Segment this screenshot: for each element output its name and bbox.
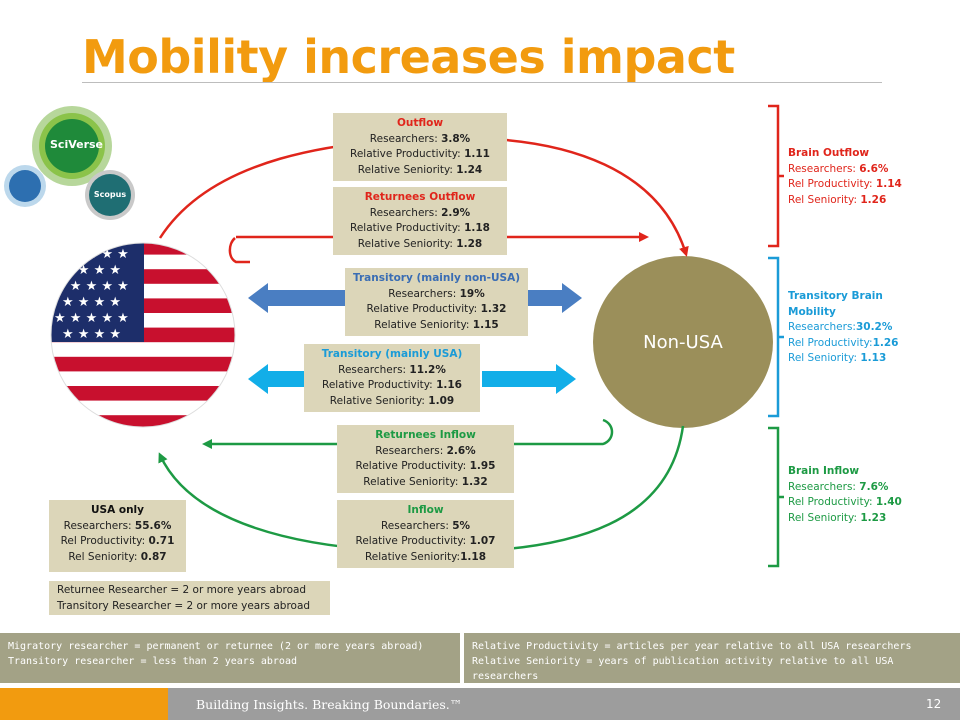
- returnees-outflow-box: Returnees Outflow Researchers: 2.9% Rela…: [333, 187, 507, 255]
- inflow-box: Inflow Researchers: 5% Relative Producti…: [337, 500, 514, 568]
- definition-returnee: Returnee Researcher = 2 or more years ab…: [57, 584, 307, 596]
- transitory-bracket: [768, 256, 784, 418]
- transitory-usa-heading: Transitory (mainly USA): [321, 348, 463, 360]
- transitory-non-usa-heading: Transitory (mainly non-USA): [352, 272, 521, 284]
- usa-only-box: USA only Researchers: 55.6% Rel Producti…: [49, 500, 186, 572]
- transitory-non-usa-arrows: [248, 283, 582, 313]
- scopus-label: Scopus: [93, 190, 127, 199]
- brain-outflow-bracket: [768, 104, 784, 248]
- sciverse-label: SciVerse: [50, 138, 104, 151]
- returnees-outflow-arrow: [228, 237, 250, 264]
- svg-text:★ ★ ★ ★ ★: ★ ★ ★ ★ ★: [54, 279, 129, 294]
- bottom-band-accent: [0, 688, 168, 720]
- usa-flag-node: ★ ★ ★ ★ ★ ★ ★ ★ ★ ★ ★ ★ ★ ★ ★ ★ ★ ★ ★ ★ …: [50, 242, 236, 428]
- returnees-inflow-arrow: [202, 418, 614, 449]
- page-title: Mobility increases impact: [82, 30, 735, 84]
- footer-note-right: Relative Productivity = articles per yea…: [464, 633, 960, 683]
- brain-inflow-bracket: [768, 426, 784, 568]
- transitory-usa-box: Transitory (mainly USA) Researchers: 11.…: [304, 344, 480, 412]
- transitory-brain-mobility-summary: Transitory Brain Mobility Researchers:30…: [788, 290, 899, 364]
- non-usa-node: Non-USA: [593, 256, 773, 428]
- definition-transitory: Transitory Researcher = 2 or more years …: [57, 599, 311, 612]
- title-divider: [82, 82, 882, 83]
- inflow-heading: Inflow: [407, 504, 444, 516]
- svg-text:★ ★ ★ ★: ★ ★ ★ ★: [62, 295, 121, 310]
- brain-inflow-summary: Brain Inflow Researchers: 7.6% Rel Produ…: [788, 465, 902, 524]
- tagline: Building Insights. Breaking Boundaries.™: [196, 697, 463, 712]
- transitory-non-usa-box: Transitory (mainly non-USA) Researchers:…: [345, 268, 528, 336]
- returnees-inflow-box: Returnees Inflow Researchers: 2.6% Relat…: [337, 425, 514, 493]
- page-number: 12: [926, 697, 942, 711]
- sciverse-scopus-logo: [4, 106, 135, 220]
- returnees-outflow-heading: Returnees Outflow: [364, 191, 476, 203]
- usa-only-heading: USA only: [90, 504, 144, 516]
- transitory-usa-arrows: [248, 364, 576, 394]
- footer-note-left: Migratory researcher = permanent or retu…: [0, 633, 460, 683]
- definitions-box: Returnee Researcher = 2 or more years ab…: [49, 581, 330, 615]
- brain-outflow-summary: Brain Outflow Researchers: 6.6% Rel Prod…: [788, 147, 902, 206]
- returnees-inflow-heading: Returnees Inflow: [375, 429, 476, 441]
- outflow-heading: Outflow: [396, 117, 444, 129]
- svg-text:★ ★ ★ ★: ★ ★ ★ ★: [62, 327, 121, 342]
- outflow-box: Outflow Researchers: 3.8% Relative Produ…: [333, 113, 507, 181]
- svg-text:★ ★ ★ ★ ★: ★ ★ ★ ★ ★: [54, 311, 129, 326]
